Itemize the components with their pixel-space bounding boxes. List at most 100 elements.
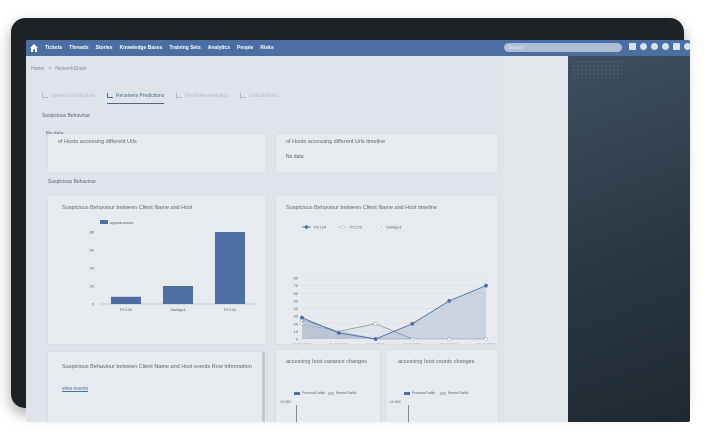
nav-item-stories[interactable]: Stories bbox=[95, 45, 113, 51]
counts-changes-card: accessing host counts changes PreviousTr… bbox=[386, 350, 498, 422]
bar-chart-card: Suspicious Behaviour between Client Name… bbox=[48, 196, 266, 344]
variance-changes-card: accessing host variance changes Previous… bbox=[276, 350, 380, 422]
legend-label: PreviousTraffic bbox=[412, 391, 436, 395]
y-tick-label: 50 bbox=[294, 298, 299, 303]
y-tick-label: 60 bbox=[294, 291, 299, 296]
clipboard-icon[interactable] bbox=[629, 43, 636, 50]
hosts-urls-timeline-card: of Hosts accessing different Urls timeli… bbox=[276, 134, 498, 172]
legend-swatch bbox=[294, 392, 300, 395]
no-data-label: No data bbox=[286, 154, 304, 160]
nav-item-people[interactable]: People bbox=[237, 45, 254, 51]
home-icon[interactable] bbox=[29, 43, 39, 53]
breadcrumb-current: NetworkShark bbox=[55, 66, 87, 72]
row-info-card: Suspicious Behaviour between Client Name… bbox=[48, 352, 266, 422]
line-chart-card: Suspicious Behaviour between Client Name… bbox=[276, 196, 498, 344]
nav-item-training-sets[interactable]: Training Sets bbox=[169, 45, 201, 51]
x-tick-label: 12-19-2018 bbox=[477, 343, 495, 344]
breadcrumb-separator: > bbox=[48, 66, 52, 72]
dot-pattern bbox=[572, 60, 622, 78]
legend-label: appearances bbox=[110, 220, 133, 225]
x-tick-label: PC134 bbox=[224, 307, 237, 312]
card-title: of Hosts accessing different Urls bbox=[58, 139, 137, 145]
bar bbox=[215, 232, 245, 304]
data-point bbox=[484, 283, 488, 288]
main-menu: Tickets Threads Stories Knowledge Bases … bbox=[45, 45, 274, 51]
y-tick-label: 0 bbox=[92, 302, 95, 307]
nav-item-analytics[interactable]: Analytics bbox=[207, 45, 230, 51]
view-events-link[interactable]: view events bbox=[62, 386, 89, 392]
y-tick-label: 20 bbox=[90, 284, 95, 289]
app-screen: Tickets Threads Stories Knowledge Bases … bbox=[26, 40, 690, 422]
section-title: Suspicious Behaviour bbox=[42, 113, 91, 119]
nav-item-threads[interactable]: Threads bbox=[69, 45, 89, 51]
layers-icon[interactable] bbox=[673, 43, 680, 50]
hosts-urls-card: of Hosts accessing different Urls bbox=[48, 134, 266, 172]
card-title: Suspicious Behaviour between Client Name… bbox=[62, 364, 252, 370]
data-point bbox=[410, 321, 415, 326]
x-tick-label: 11-11-2018 bbox=[367, 343, 385, 344]
x-tick-label: Santigo1 bbox=[170, 307, 187, 312]
y-tick-label: 60 bbox=[90, 248, 95, 253]
legend-swatch bbox=[328, 392, 334, 395]
scrollbar[interactable] bbox=[262, 352, 265, 422]
data-point bbox=[373, 337, 378, 341]
y-tick-label: 70 bbox=[294, 283, 299, 288]
bar-chart: appearances 0 20 40 60 80 PC120 Santigo1 PC134 bbox=[90, 220, 256, 312]
axis-line bbox=[408, 405, 409, 422]
axis-line bbox=[296, 405, 297, 422]
legend-label: RecentTraffic bbox=[336, 391, 357, 395]
legend-label: PC134 bbox=[314, 225, 327, 230]
tab-predictive-analytics[interactable]: Predictive Analytics bbox=[176, 93, 228, 104]
section-title: Suspicious Behaviour bbox=[48, 179, 97, 185]
legend-label: Santigo1 bbox=[386, 225, 403, 230]
gear-icon[interactable] bbox=[640, 43, 647, 50]
x-tick-label: PC120 bbox=[120, 307, 133, 312]
main-content: Home > NetworkShark Train & entity Gener… bbox=[26, 56, 568, 422]
legend-label: PreviousTraffic bbox=[302, 391, 326, 395]
card-title: accessing host variance changes bbox=[286, 359, 368, 365]
nav-item-tickets[interactable]: Tickets bbox=[45, 45, 63, 51]
nav-item-knowledge-bases[interactable]: Knowledge Bases bbox=[119, 45, 163, 51]
nav-item-risks[interactable]: Risks bbox=[260, 45, 274, 51]
data-point bbox=[447, 337, 452, 341]
data-point bbox=[300, 315, 304, 320]
x-tick-label: 12-10-2018 bbox=[403, 343, 421, 344]
card-title: Suspicious Behaviour between Client Name… bbox=[286, 205, 438, 211]
data-point bbox=[300, 321, 304, 326]
card-title: accessing host counts changes bbox=[398, 359, 475, 365]
search-input[interactable]: Search bbox=[504, 43, 622, 52]
legend-swatch bbox=[100, 220, 108, 224]
breadcrumb-home[interactable]: Home bbox=[31, 66, 45, 72]
tab-critical-risks[interactable]: Critical Risks bbox=[240, 93, 278, 104]
backdrop-panel bbox=[568, 56, 690, 422]
card-title: Suspicious Behaviour between Client Name… bbox=[62, 205, 193, 211]
data-point bbox=[410, 337, 415, 341]
data-point bbox=[336, 330, 341, 335]
data-point bbox=[484, 337, 488, 341]
avatar[interactable] bbox=[684, 43, 690, 50]
search-placeholder: Search bbox=[508, 44, 524, 51]
tab-receivers-predictions[interactable]: Receivers Predictions bbox=[106, 93, 165, 104]
content-right-gutter bbox=[504, 56, 568, 422]
x-tick-label: 11-01-2018 bbox=[330, 343, 348, 344]
legend-label: RecentTraffic bbox=[448, 391, 469, 395]
bell-icon[interactable] bbox=[662, 43, 669, 50]
x-tick-label: 10-21-2018 bbox=[293, 343, 311, 344]
top-navigation-bar: Tickets Threads Stories Knowledge Bases … bbox=[26, 40, 690, 56]
axis-value: 10.000 bbox=[280, 400, 291, 404]
bar bbox=[163, 286, 193, 304]
topbar-icons bbox=[629, 43, 690, 50]
series-area bbox=[302, 323, 486, 339]
breadcrumb: Home > NetworkShark bbox=[31, 66, 87, 72]
data-point bbox=[373, 321, 378, 326]
device-frame: Tickets Threads Stories Knowledge Bases … bbox=[11, 18, 690, 422]
y-tick-label: 40 bbox=[294, 306, 299, 311]
prediction-tabs: General Predictions Receivers Prediction… bbox=[42, 93, 278, 104]
help-icon[interactable] bbox=[651, 43, 658, 50]
legend-marker bbox=[304, 225, 309, 229]
y-tick-label: 40 bbox=[90, 266, 95, 271]
bar bbox=[111, 296, 141, 304]
tab-general-predictions[interactable]: General Predictions bbox=[42, 93, 95, 104]
y-tick-label: 80 bbox=[294, 276, 299, 281]
legend-label: PC120 bbox=[350, 225, 363, 230]
